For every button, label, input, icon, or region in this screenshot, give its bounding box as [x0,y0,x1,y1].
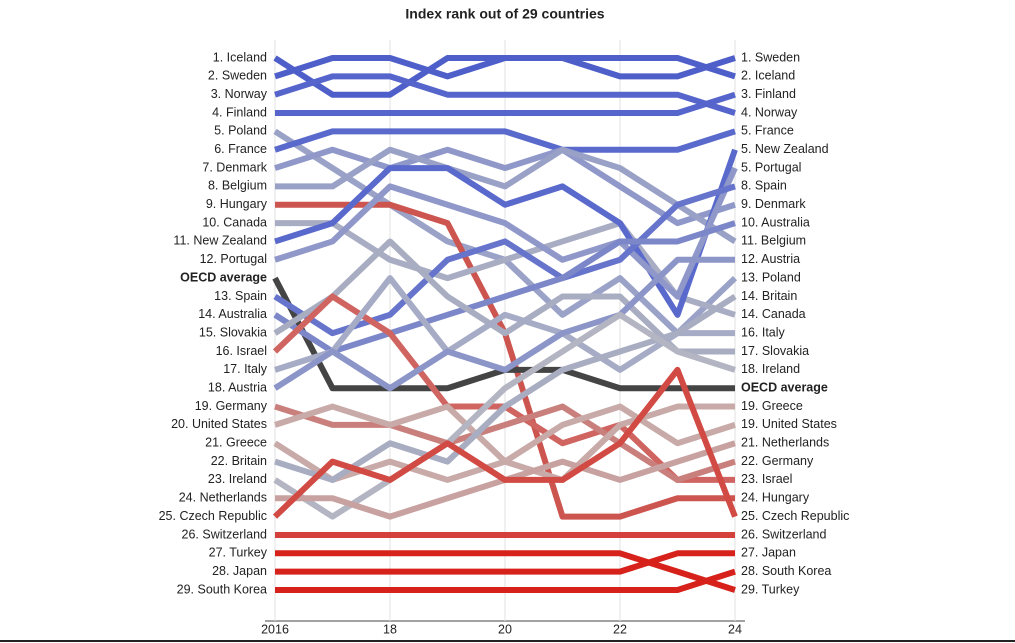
end-label: 2. Iceland [741,69,795,83]
end-label: 18. Ireland [741,362,800,376]
rank-line [273,238,735,355]
start-label: 1. Iceland [213,50,267,64]
start-label: 15. Slovakia [199,325,267,339]
start-label: 16. Israel [216,344,267,358]
rank-line [274,128,736,153]
rank-line [274,275,735,373]
end-label: 22. Germany [741,454,814,468]
rank-line [272,366,738,519]
start-label: 22. Britain [211,454,267,468]
rank-line [274,146,736,227]
rank-line [274,73,736,116]
end-label: 24. Hungary [741,491,810,505]
x-tick-label: 24 [728,622,742,636]
start-label: 2. Sweden [208,69,267,83]
end-label: 5. New Zealand [741,142,829,156]
start-label: 14. Australia [198,307,267,321]
x-tick-label: 22 [613,622,627,636]
end-label: 26. Switzerland [741,527,827,541]
start-label: 28. Japan [212,564,267,578]
end-label: 4. Norway [741,105,798,119]
start-label: 21. Greece [205,436,267,450]
end-label: OECD average [741,381,828,395]
end-label: 19. United States [741,417,837,431]
x-tick-label: 20 [498,622,512,636]
end-label: 25. Czech Republic [741,509,849,523]
start-label: 5. Poland [214,124,267,138]
start-label: 26. Switzerland [182,527,268,541]
end-label: 14. Britain [741,289,797,303]
start-label: 9. Hungary [206,197,268,211]
rank-line [275,568,736,593]
end-label: 27. Japan [741,546,796,560]
rank-line [275,146,737,244]
end-label: 16. Italy [741,325,786,339]
x-tick-label: 2016 [261,622,289,636]
start-label: 18. Austria [208,381,267,395]
end-label: 14. Canada [741,307,806,321]
rank-line [274,55,736,80]
start-label: 19. Germany [195,399,268,413]
end-label: 10. Australia [741,215,810,229]
end-label: 8. Spain [741,179,787,193]
rank-line [275,550,735,575]
start-label: 3. Norway [211,87,268,101]
end-label: 9. Denmark [741,197,806,211]
start-label: 24. Netherlands [179,491,267,505]
rank-line [275,91,736,117]
start-label: 8. Belgium [208,179,267,193]
end-label: 5. Portugal [741,160,801,174]
end-label: 13. Poland [741,270,801,284]
rank-line [275,550,736,593]
start-label: 25. Czech Republic [159,509,267,523]
rank-line [273,256,735,392]
start-label: 20. United States [171,417,267,431]
start-label: 11. New Zealand [173,234,267,248]
start-label: 17. Italy [223,362,268,376]
rank-line [273,220,736,355]
end-label: 3. Finland [741,87,796,101]
start-label: 10. Canada [202,215,267,229]
start-label: 12. Portugal [200,252,267,266]
start-label: 13. Spain [214,289,267,303]
start-label: 23. Ireland [208,472,267,486]
end-label: 17. Slovakia [741,344,809,358]
end-label: 21. Netherlands [741,436,829,450]
start-label: 6. France [214,142,267,156]
end-label: 5. France [741,124,794,138]
end-label: 23. Israel [741,472,792,486]
chart-title: Index rank out of 29 countries [405,6,604,22]
end-label: 28. South Korea [741,564,831,578]
start-label: 7. Denmark [202,160,267,174]
start-label: 4. Finland [212,105,267,119]
rank-line [274,148,738,318]
end-label: 29. Turkey [741,582,800,596]
end-label: 11. Belgium [741,234,806,248]
end-label: 1. Sweden [741,50,800,64]
rank-line [273,403,735,483]
end-label: 19. Greece [741,399,803,413]
x-tick-label: 18 [383,622,397,636]
start-label: OECD average [180,270,267,284]
start-label: 27. Turkey [209,546,268,560]
start-label: 29. South Korea [177,582,267,596]
rank-line [275,220,736,318]
end-label: 12. Austria [741,252,800,266]
